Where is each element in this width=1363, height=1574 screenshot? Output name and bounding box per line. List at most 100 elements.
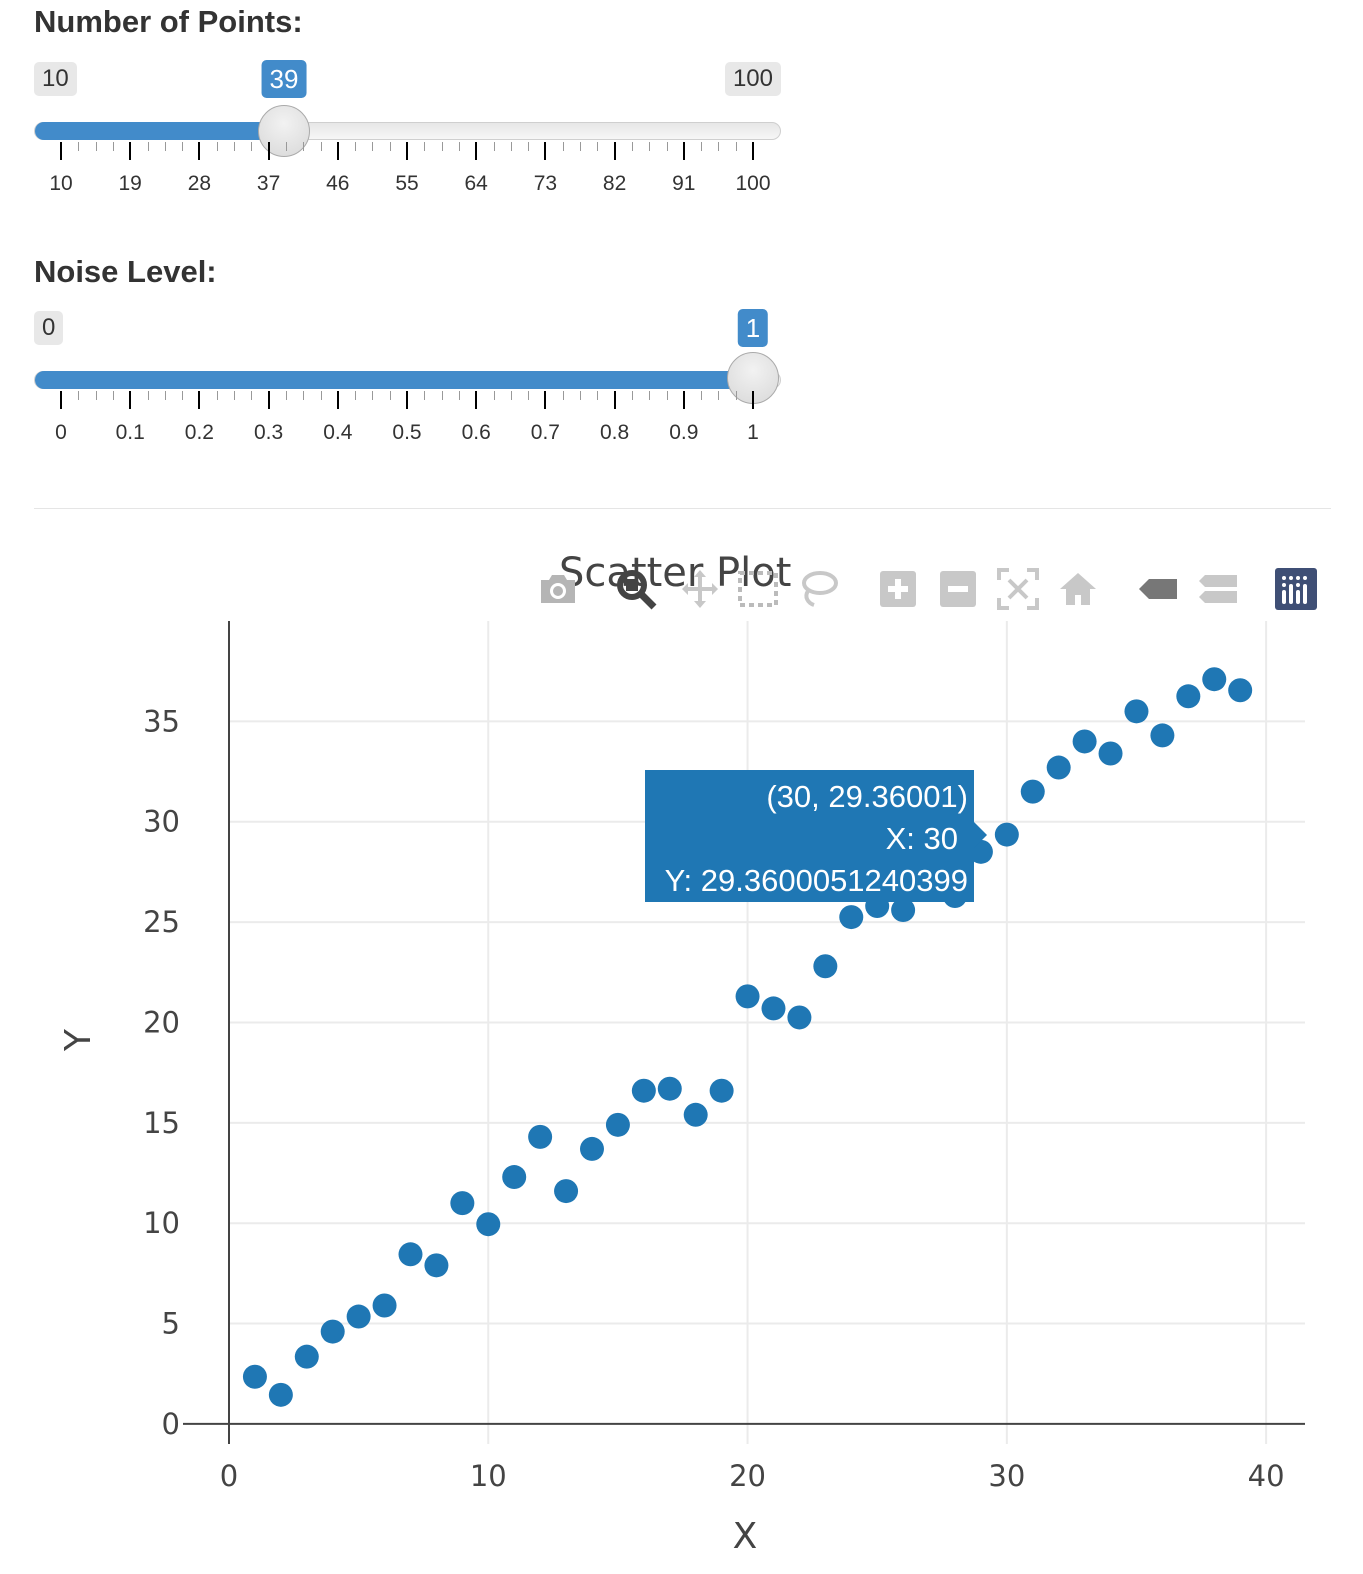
noise-tick-minor (735, 391, 737, 400)
points-tick-label: 55 (395, 172, 419, 195)
points-tick-minor (355, 142, 357, 151)
noise-tick-minor (701, 391, 703, 400)
noise-tick-minor (216, 391, 218, 400)
reset-axes-icon[interactable] (1056, 566, 1100, 612)
data-point[interactable] (1202, 667, 1227, 692)
data-point[interactable] (1150, 723, 1175, 748)
x-tick-label: 0 (220, 1459, 238, 1493)
noise-tick-major (129, 391, 132, 409)
data-point[interactable] (1228, 678, 1253, 703)
noise-tick-major (406, 391, 408, 409)
data-point[interactable] (268, 1382, 293, 1407)
noise-tick-label: 0.2 (184, 421, 214, 444)
data-point[interactable] (631, 1078, 656, 1103)
points-tick-minor (649, 142, 651, 151)
noise-slider-label: Noise Level: (34, 254, 217, 289)
points-tick-minor (285, 142, 287, 151)
y-tick-label: 30 (143, 805, 180, 839)
box-select-icon[interactable] (736, 566, 780, 612)
points-tick-major (406, 142, 408, 160)
data-point[interactable] (709, 1078, 734, 1103)
data-point[interactable] (657, 1076, 682, 1101)
data-point[interactable] (839, 905, 864, 930)
scatter-plot[interactable]: 0 10 20 30 40 0 5 10 15 20 25 30 35 X Y (0, 600, 1363, 1574)
points-tick-minor (424, 142, 426, 151)
data-point[interactable] (502, 1165, 527, 1190)
data-point[interactable] (476, 1212, 501, 1237)
data-point[interactable] (994, 822, 1019, 847)
noise-tick-label: 0.6 (461, 421, 491, 444)
points-tick-label: 82 (602, 172, 627, 195)
noise-tick-minor (147, 391, 149, 400)
data-point[interactable] (735, 984, 760, 1009)
data-point[interactable] (242, 1364, 267, 1389)
points-tick-label: 19 (118, 172, 142, 195)
y-tick-label: 10 (143, 1206, 180, 1240)
data-point[interactable] (554, 1179, 579, 1204)
zoom-icon[interactable] (614, 566, 658, 612)
data-point[interactable] (528, 1124, 553, 1149)
points-tick-major (475, 142, 478, 160)
noise-tick-major (682, 391, 685, 409)
data-point[interactable] (1020, 779, 1045, 804)
points-tick-major (613, 142, 616, 160)
plotly-logo-icon[interactable] (1274, 566, 1318, 612)
points-tick-minor (510, 142, 512, 151)
noise-tick-minor (355, 391, 357, 400)
noise-tick-label: 0.9 (669, 421, 699, 444)
data-point[interactable] (579, 1136, 604, 1161)
pan-icon[interactable] (678, 566, 722, 612)
noise-slider-fill (35, 371, 754, 389)
autoscale-icon[interactable] (996, 566, 1040, 612)
data-point[interactable] (813, 954, 838, 979)
data-point[interactable] (1124, 699, 1149, 724)
camera-icon[interactable] (536, 566, 580, 612)
data-point[interactable] (320, 1319, 345, 1344)
points-tick-label: 100 (735, 172, 771, 195)
noise-tick-label: 0.3 (253, 421, 284, 444)
data-point[interactable] (1072, 729, 1097, 754)
lasso-select-icon[interactable] (796, 566, 840, 612)
data-point[interactable] (1176, 684, 1201, 709)
noise-tick-label: 0.1 (115, 421, 145, 444)
x-tick-label: 10 (470, 1459, 507, 1493)
data-point[interactable] (1046, 755, 1071, 780)
data-point[interactable] (787, 1005, 812, 1030)
data-point[interactable] (605, 1112, 630, 1137)
hover-compare-icon[interactable] (1196, 566, 1240, 612)
data-point[interactable] (372, 1293, 397, 1318)
noise-slider-track[interactable] (34, 371, 781, 389)
tooltip-pointer (974, 822, 987, 848)
data-point[interactable] (294, 1344, 319, 1369)
noise-slider-control: Noise Level: 0 1 0 0.1 0.2 0.3 0.4 0.5 0.6 0.7 0… (34, 250, 781, 470)
points-tick-minor (216, 142, 218, 151)
points-slider-track[interactable] (34, 122, 781, 140)
zoom-out-icon[interactable] (936, 566, 980, 612)
points-tick-minor (631, 142, 633, 151)
data-point[interactable] (398, 1242, 423, 1267)
noise-tick-minor (580, 391, 581, 400)
data-point[interactable] (450, 1191, 475, 1216)
points-value-label: 39 (261, 60, 307, 98)
data-point[interactable] (683, 1102, 708, 1127)
points-slider-handle[interactable] (257, 105, 310, 157)
x-tick-label: 20 (729, 1459, 766, 1493)
data-point[interactable] (1098, 741, 1123, 766)
noise-tick-minor (649, 391, 651, 400)
noise-tick-minor (320, 391, 322, 400)
noise-tick-minor (389, 391, 391, 400)
x-tick-label: 40 (1248, 1459, 1285, 1493)
data-point[interactable] (346, 1304, 371, 1329)
data-point[interactable] (424, 1253, 449, 1278)
points-tick-minor (580, 142, 581, 151)
points-tick-minor (562, 142, 564, 151)
hover-tooltip: (30, 29.36001) X: 30 Y: 29.3600051240399 (645, 770, 974, 902)
data-point[interactable] (761, 996, 786, 1021)
data-point[interactable] (891, 898, 916, 923)
zoom-in-icon[interactable] (876, 566, 920, 612)
plot-grid (229, 621, 1305, 1444)
points-tick-label: 64 (464, 172, 488, 195)
hover-closest-icon[interactable] (1136, 566, 1180, 612)
y-axis-title: Y (58, 1028, 99, 1052)
y-tick-label: 20 (143, 1005, 180, 1039)
